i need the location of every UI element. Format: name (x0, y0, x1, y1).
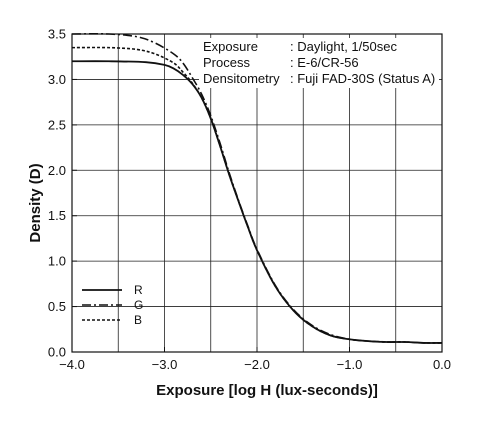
x-tick-label: −3.0 (152, 357, 178, 372)
annotation-background (199, 38, 439, 88)
y-tick-label: 0.5 (48, 299, 66, 314)
x-tick-label: −4.0 (59, 357, 85, 372)
note-label-densitometry: Densitometry (203, 71, 280, 86)
y-tick-label: 2.5 (48, 117, 66, 132)
legend-label-r: R (134, 283, 143, 297)
x-axis-ticks: −4.0 −3.0 −2.0 −1.0 0.0 (59, 347, 451, 372)
exposure-conditions-note: Exposure : Daylight, 1/50sec Process : E… (203, 39, 435, 86)
note-value-exposure: : Daylight, 1/50sec (290, 39, 397, 54)
note-value-densitometry: : Fuji FAD-30S (Status A) (290, 71, 435, 86)
y-axis-ticks: 0.0 0.5 1.0 1.5 2.0 2.5 3.0 3.5 (48, 27, 77, 360)
y-tick-label: 2.0 (48, 163, 66, 178)
x-tick-label: 0.0 (433, 357, 451, 372)
x-axis-label: Exposure [log H (lux-seconds)] (156, 382, 378, 399)
series-line-b (71, 46, 443, 344)
series-line-g (71, 33, 443, 344)
series-lines (71, 33, 443, 344)
x-tick-label: −2.0 (244, 357, 270, 372)
y-tick-label: 1.5 (48, 208, 66, 223)
x-tick-label: −1.0 (337, 357, 363, 372)
y-tick-label: 3.5 (48, 27, 66, 42)
y-tick-label: 0.0 (48, 345, 66, 360)
legend: R G B (82, 283, 143, 327)
note-value-process: : E-6/CR-56 (290, 55, 359, 70)
legend-label-b: B (134, 313, 142, 327)
note-label-exposure: Exposure (203, 39, 258, 54)
note-label-process: Process (203, 55, 250, 70)
y-axis-label: Density (D) (27, 163, 44, 242)
legend-label-g: G (134, 298, 143, 312)
y-tick-label: 1.0 (48, 254, 66, 269)
y-tick-label: 3.0 (48, 72, 66, 87)
